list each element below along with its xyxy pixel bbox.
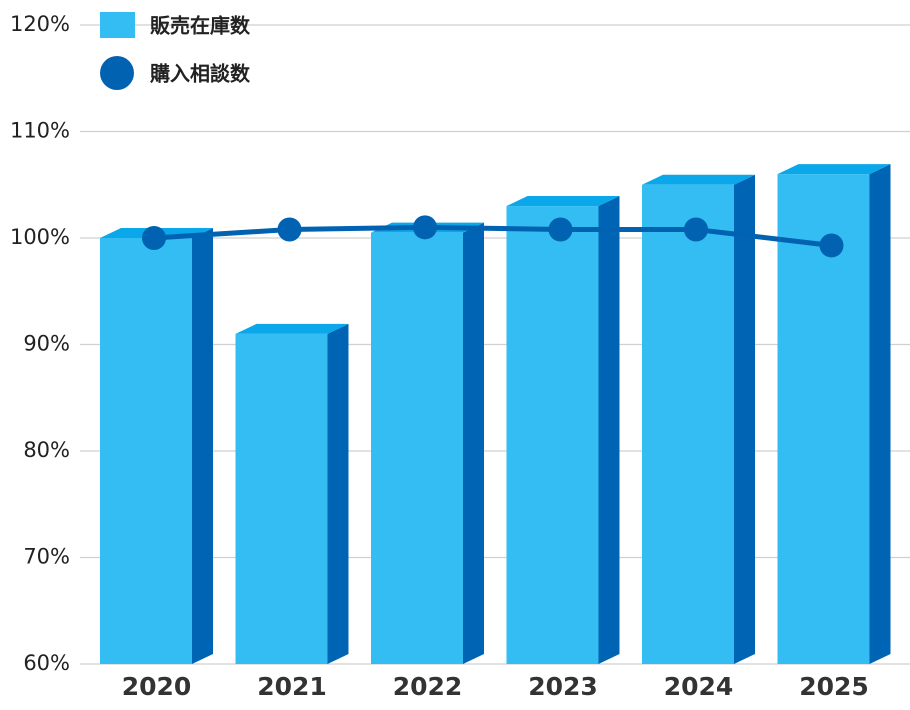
bar-top [506, 196, 620, 207]
bar-top [235, 323, 349, 334]
bar [100, 238, 192, 664]
y-tick-label: 120% [10, 12, 70, 36]
bar-side [598, 196, 620, 665]
legend-label: 購入相談数 [150, 62, 251, 86]
bar-side [327, 323, 349, 664]
x-tick-label: 2020 [122, 672, 192, 701]
legend-swatch-line [100, 56, 134, 90]
bar-top [642, 174, 755, 185]
line-point [277, 217, 302, 242]
bar-side [192, 228, 213, 664]
x-tick-label: 2025 [799, 672, 869, 701]
bar-top [777, 164, 891, 175]
bar [371, 232, 463, 665]
bar [642, 184, 734, 664]
line-point [142, 226, 166, 250]
legend-label: 販売在庫数 [150, 14, 251, 38]
y-tick-label: 100% [10, 225, 70, 249]
bar [506, 206, 599, 665]
line-point [819, 233, 844, 258]
y-tick-label: 60% [23, 651, 70, 675]
bar [777, 174, 870, 664]
x-tick-label: 2023 [528, 672, 598, 701]
x-tick-label: 2022 [393, 672, 463, 701]
grid [80, 24, 910, 665]
y-tick-label: 110% [10, 119, 70, 143]
bar-side [463, 222, 484, 665]
bar [235, 333, 328, 664]
bar-side [734, 174, 755, 664]
line-point [548, 217, 573, 242]
y-tick-label: 80% [23, 438, 70, 462]
y-tick-label: 70% [23, 545, 70, 569]
line-point [413, 215, 437, 240]
line [153, 224, 832, 248]
y-tick-label: 90% [23, 332, 70, 356]
legend-swatch-bar [100, 12, 135, 38]
x-tick-label: 2024 [664, 672, 734, 701]
x-tick-label: 2021 [257, 672, 327, 701]
bar-side [869, 164, 891, 664]
line-point [684, 217, 708, 242]
